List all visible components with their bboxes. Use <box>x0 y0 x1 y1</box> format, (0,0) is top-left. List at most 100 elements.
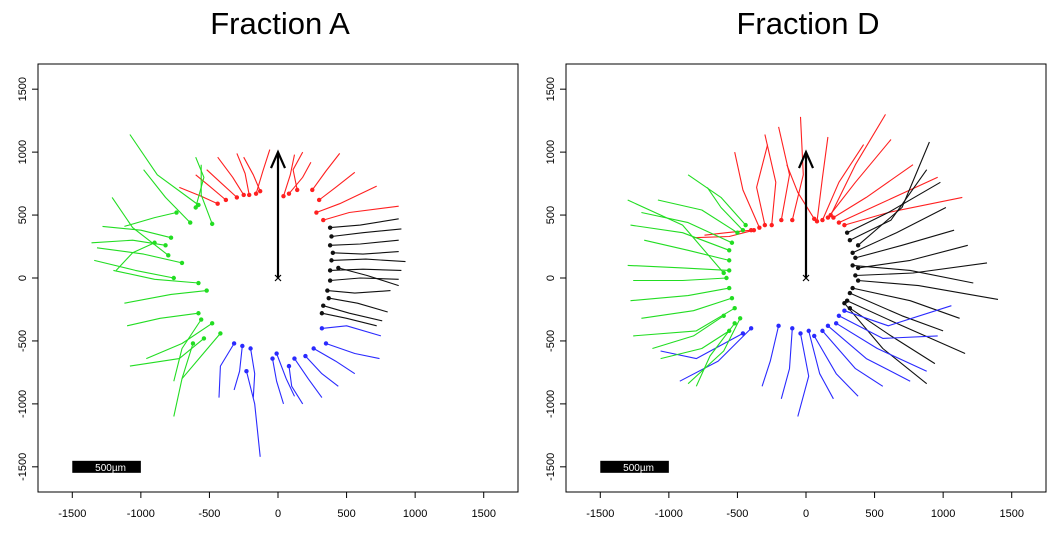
p1-track-black <box>852 207 947 254</box>
p0-track-start-point-green <box>209 221 215 227</box>
p0-track-black <box>330 239 399 246</box>
p0-track-red <box>323 205 399 221</box>
p0-y-tick-label: -1500 <box>17 453 29 481</box>
p0-track-red <box>282 154 296 197</box>
p0-track-start-point-blue <box>319 326 325 331</box>
p0-x-tick-label: 1500 <box>471 508 495 520</box>
p0-track-black <box>338 267 399 287</box>
p0-x-tick-label: 0 <box>275 508 281 520</box>
p1-x-tick-label: 1000 <box>931 508 955 520</box>
p1-track-green <box>633 277 727 282</box>
p0-track-green <box>113 269 199 284</box>
p1-track-start-point-green <box>743 222 748 228</box>
p0-track-red <box>292 151 304 191</box>
p0-track-start-point-black <box>329 258 334 263</box>
p1-track-start-point-blue <box>842 308 847 313</box>
p1-track-start-point-red <box>820 217 825 223</box>
p0-track-start-point-green <box>168 235 174 240</box>
p0-x-tick-label: -1500 <box>58 508 86 520</box>
p0-track-start-point-black <box>330 250 336 256</box>
p1-track-red <box>693 229 755 239</box>
p1-track-red <box>734 151 760 228</box>
p0-track-black <box>328 297 388 313</box>
p1-track-black <box>857 141 930 246</box>
p1-track-green <box>687 318 741 385</box>
p1-track-blue <box>797 333 810 417</box>
p0-track-start-point-red <box>281 193 286 199</box>
p0-y-tick-label: 500 <box>17 206 29 224</box>
p0-track-start-point-red <box>241 192 246 198</box>
p0-track-green <box>200 164 213 225</box>
p0-track-green <box>102 225 172 239</box>
p0-track-blue <box>233 345 243 391</box>
p1-track-start-point-green <box>732 306 737 311</box>
p0-track-blue <box>218 343 235 398</box>
p0-track-black <box>332 251 399 255</box>
p1-track-green <box>695 322 736 387</box>
p1-x-tick-label: -500 <box>726 508 748 520</box>
p0-track-start-point-green <box>199 317 204 322</box>
p1-track-green <box>630 287 730 302</box>
p1-track-start-point-green <box>721 313 726 318</box>
p0-track-start-point-black <box>327 225 333 230</box>
p1-track-red <box>791 116 804 221</box>
p1-track-red <box>830 114 886 216</box>
p1-track-green <box>652 315 725 350</box>
p0-y-tick-label: 1500 <box>17 77 29 101</box>
p0-track-start-point-green <box>188 220 193 225</box>
p1-x-tick-label: -1500 <box>586 508 614 520</box>
p0-track-start-point-green <box>174 210 179 215</box>
p0-track-black <box>330 277 399 282</box>
p1-track-red <box>833 164 914 219</box>
p1-track-start-point-green <box>727 258 732 263</box>
p1-track-start-point-green <box>727 248 732 253</box>
p1-track-start-point-black <box>855 278 861 283</box>
p1-track-blue <box>780 328 793 399</box>
p0-track-green <box>115 242 155 271</box>
p0-track-black <box>327 290 391 294</box>
p0-track-start-point-red <box>247 192 252 198</box>
p0-track-start-point-red <box>314 210 319 215</box>
p0-track-blue <box>313 348 356 375</box>
p0-track-start-point-blue <box>323 341 329 346</box>
p0-track-red <box>217 156 245 196</box>
p1-track-start-point-green <box>729 240 735 245</box>
p1-track-start-point-black <box>850 263 855 268</box>
p1-track-green <box>630 224 730 251</box>
p1-track-red <box>844 196 963 226</box>
p1-track-blue <box>660 332 744 360</box>
p1-track-blue <box>813 335 859 397</box>
p0-track-green <box>143 169 191 223</box>
p0-track-start-point-green <box>163 243 168 248</box>
p1-track-start-point-red <box>790 217 795 223</box>
p1-scale-bar-label: 500µm <box>623 463 654 474</box>
p1-track-start-point-blue <box>806 328 811 334</box>
p0-track-start-point-green <box>201 336 207 341</box>
p1-track-black <box>855 229 955 259</box>
p1-track-start-point-blue <box>836 313 842 318</box>
p0-track-green <box>129 134 199 206</box>
p0-track-start-point-blue <box>286 363 292 369</box>
p0-track-red <box>236 153 250 196</box>
p1-track-blue <box>822 330 884 387</box>
p1-y-tick-label: 500 <box>545 206 557 224</box>
p1-y-tick-label: 1000 <box>545 140 557 164</box>
p1-track-start-point-blue <box>833 321 839 326</box>
p0-track-start-point-red <box>223 197 229 203</box>
p1-track-red <box>816 136 829 222</box>
p1-track-green <box>657 199 738 234</box>
p0-track-start-point-black <box>327 268 333 273</box>
p0-track-green <box>173 343 194 417</box>
p0-track-green <box>94 259 174 279</box>
p1-track-start-point-red <box>842 222 847 228</box>
p0-track-green <box>126 312 199 327</box>
p1-track-start-point-green <box>727 268 732 273</box>
p1-track-red <box>821 144 865 221</box>
p1-track-start-point-green <box>724 275 729 281</box>
p0-track-green <box>195 156 205 208</box>
p0-track-blue <box>288 366 304 405</box>
p0-track-start-point-red <box>286 191 292 196</box>
p0-x-tick-label: -1000 <box>127 508 155 520</box>
p1-track-green <box>644 239 730 261</box>
